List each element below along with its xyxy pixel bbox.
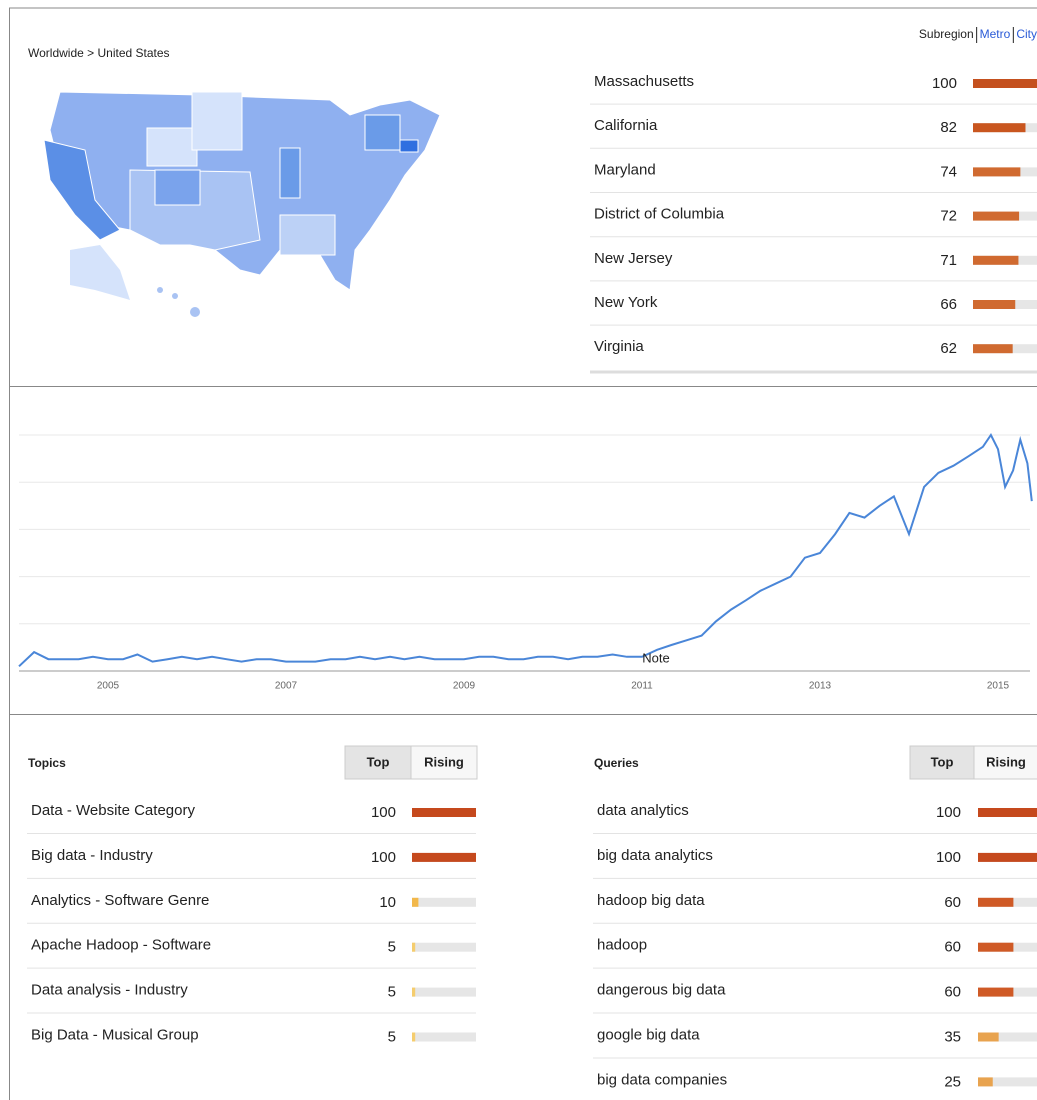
row-value: 100 bbox=[371, 849, 396, 866]
bar bbox=[412, 987, 416, 997]
row-value: 74 bbox=[940, 163, 957, 180]
bar bbox=[978, 942, 1014, 952]
row-name: big data companies bbox=[597, 1071, 727, 1088]
row-value: 25 bbox=[944, 1073, 961, 1090]
row-name: Apache Hadoop - Software bbox=[31, 937, 211, 954]
bar bbox=[978, 852, 1037, 862]
row-name: Maryland bbox=[594, 161, 656, 178]
row-name: data analytics bbox=[597, 802, 689, 819]
row-name: Big Data - Musical Group bbox=[31, 1026, 199, 1043]
panel-title: Queries bbox=[594, 756, 639, 770]
tab-button[interactable] bbox=[410, 745, 478, 780]
bar bbox=[978, 1077, 993, 1087]
tab-label[interactable]: Top bbox=[367, 754, 390, 769]
bar-track bbox=[412, 897, 476, 907]
row-value: 100 bbox=[936, 849, 961, 866]
bar bbox=[412, 942, 416, 952]
bar bbox=[978, 897, 1014, 907]
bar bbox=[412, 852, 476, 862]
row-name: District of Columbia bbox=[594, 206, 725, 223]
x-tick-label: 2007 bbox=[275, 681, 298, 692]
tab-label[interactable]: Rising bbox=[424, 754, 464, 769]
x-tick-label: 2005 bbox=[97, 681, 120, 692]
row-name: Data - Website Category bbox=[31, 802, 195, 819]
bar bbox=[973, 167, 1021, 177]
bar bbox=[412, 897, 419, 907]
row-value: 100 bbox=[932, 75, 957, 92]
tab-button[interactable] bbox=[909, 745, 975, 780]
row-name: hadoop bbox=[597, 937, 647, 954]
region-tab[interactable]: Metro bbox=[980, 27, 1011, 41]
row-value: 60 bbox=[944, 984, 961, 1001]
bar bbox=[973, 344, 1013, 354]
bar-track bbox=[412, 942, 476, 952]
tab-label[interactable]: Top bbox=[931, 754, 954, 769]
row-value: 5 bbox=[388, 939, 396, 956]
row-value: 10 bbox=[379, 894, 396, 911]
row-value: 5 bbox=[388, 1028, 396, 1045]
bar-track bbox=[978, 1077, 1037, 1087]
tab-label[interactable]: Rising bbox=[986, 754, 1026, 769]
row-name: dangerous big data bbox=[597, 982, 726, 999]
bar-track bbox=[978, 1032, 1037, 1042]
annotation[interactable]: Note bbox=[642, 650, 669, 665]
row-name: Analytics - Software Genre bbox=[31, 892, 209, 909]
row-name: Data analysis - Industry bbox=[31, 982, 188, 999]
row-value: 60 bbox=[944, 939, 961, 956]
row-name: New York bbox=[594, 294, 658, 311]
region-tab: Subregion bbox=[919, 27, 974, 41]
x-tick-label: 2011 bbox=[631, 681, 653, 692]
row-name: Massachusetts bbox=[594, 73, 694, 90]
bar bbox=[973, 79, 1037, 88]
row-value: 62 bbox=[940, 340, 957, 357]
bar bbox=[973, 123, 1026, 133]
row-value: 82 bbox=[940, 119, 957, 136]
row-value: 5 bbox=[388, 984, 396, 1001]
bar bbox=[978, 808, 1037, 817]
tab-button[interactable] bbox=[973, 745, 1037, 780]
row-name: google big data bbox=[597, 1026, 700, 1043]
row-name: California bbox=[594, 117, 658, 134]
panel-title: Topics bbox=[28, 756, 66, 770]
bar bbox=[973, 211, 1020, 221]
breadcrumb: Worldwide > United States bbox=[28, 46, 170, 60]
row-value: 35 bbox=[944, 1028, 961, 1045]
row-name: big data analytics bbox=[597, 847, 713, 864]
row-name: New Jersey bbox=[594, 250, 673, 267]
row-value: 72 bbox=[940, 208, 957, 225]
row-name: Virginia bbox=[594, 338, 644, 355]
bar-track bbox=[412, 987, 476, 997]
x-tick-label: 2015 bbox=[987, 681, 1010, 692]
bar bbox=[973, 255, 1019, 265]
row-value: 100 bbox=[936, 804, 961, 821]
row-name: hadoop big data bbox=[597, 892, 705, 909]
x-tick-label: 2013 bbox=[809, 681, 832, 692]
bar bbox=[973, 300, 1016, 309]
x-tick-label: 2009 bbox=[453, 681, 476, 692]
row-value: 60 bbox=[944, 894, 961, 911]
region-tab[interactable]: City bbox=[1016, 27, 1037, 41]
bar bbox=[978, 1032, 999, 1042]
bar bbox=[412, 1032, 416, 1042]
bar bbox=[978, 987, 1014, 997]
bar bbox=[412, 808, 476, 817]
row-value: 100 bbox=[371, 804, 396, 821]
row-value: 66 bbox=[940, 296, 957, 313]
tab-button[interactable] bbox=[344, 745, 412, 780]
us-map bbox=[43, 91, 441, 317]
row-value: 71 bbox=[940, 252, 957, 269]
trend-line bbox=[18, 433, 1033, 668]
bar-track bbox=[412, 1032, 476, 1042]
row-name: Big data - Industry bbox=[31, 847, 153, 864]
